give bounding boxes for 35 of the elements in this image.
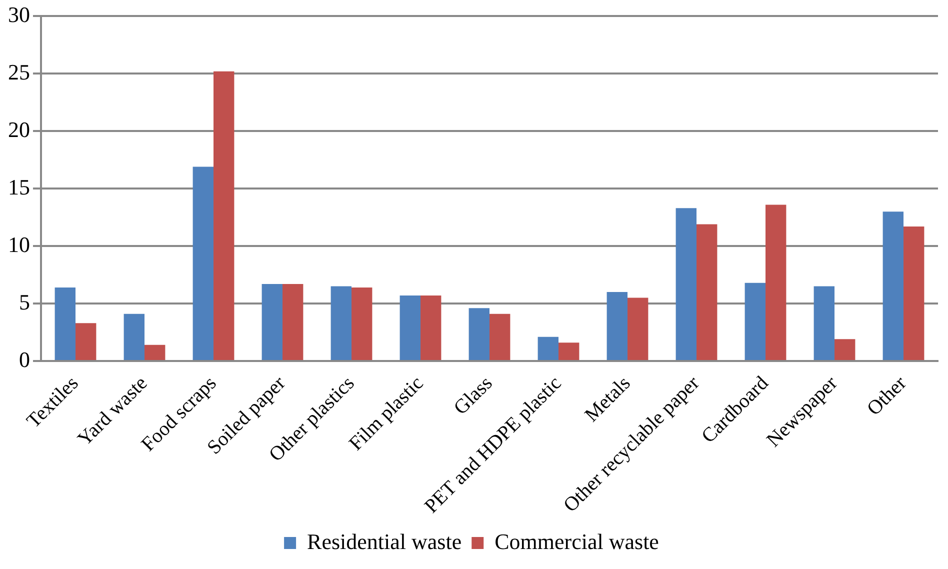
bar (606, 292, 628, 360)
bar (904, 226, 924, 360)
bar (330, 286, 352, 360)
y-tick-label: 5 (19, 289, 30, 314)
bar (538, 336, 558, 360)
bar (468, 308, 490, 360)
bar (420, 296, 442, 360)
legend-label: Commercial waste (494, 528, 659, 554)
bar (352, 287, 372, 360)
bar (696, 224, 718, 360)
bar (54, 287, 76, 360)
y-tick-label: 0 (19, 346, 30, 372)
y-tick-label: 30 (8, 2, 30, 27)
bar (834, 339, 856, 360)
bar (882, 212, 904, 360)
y-tick-label: 20 (8, 116, 30, 142)
bar (558, 342, 580, 360)
bar (766, 204, 786, 360)
y-tick-label: 25 (8, 59, 30, 84)
y-tick-label: 10 (8, 232, 30, 257)
bar (744, 282, 766, 360)
bar (282, 284, 304, 360)
bar (124, 314, 144, 360)
y-tick-label: 15 (8, 174, 30, 200)
bar (676, 208, 696, 360)
bar (192, 166, 214, 360)
bar (262, 284, 282, 360)
bar (628, 298, 648, 360)
legend-label: Residential waste (307, 528, 462, 554)
bar (490, 314, 510, 360)
bar (400, 296, 420, 360)
bar (814, 286, 834, 360)
bar (214, 71, 234, 360)
bar (144, 344, 166, 360)
bar (76, 323, 96, 360)
